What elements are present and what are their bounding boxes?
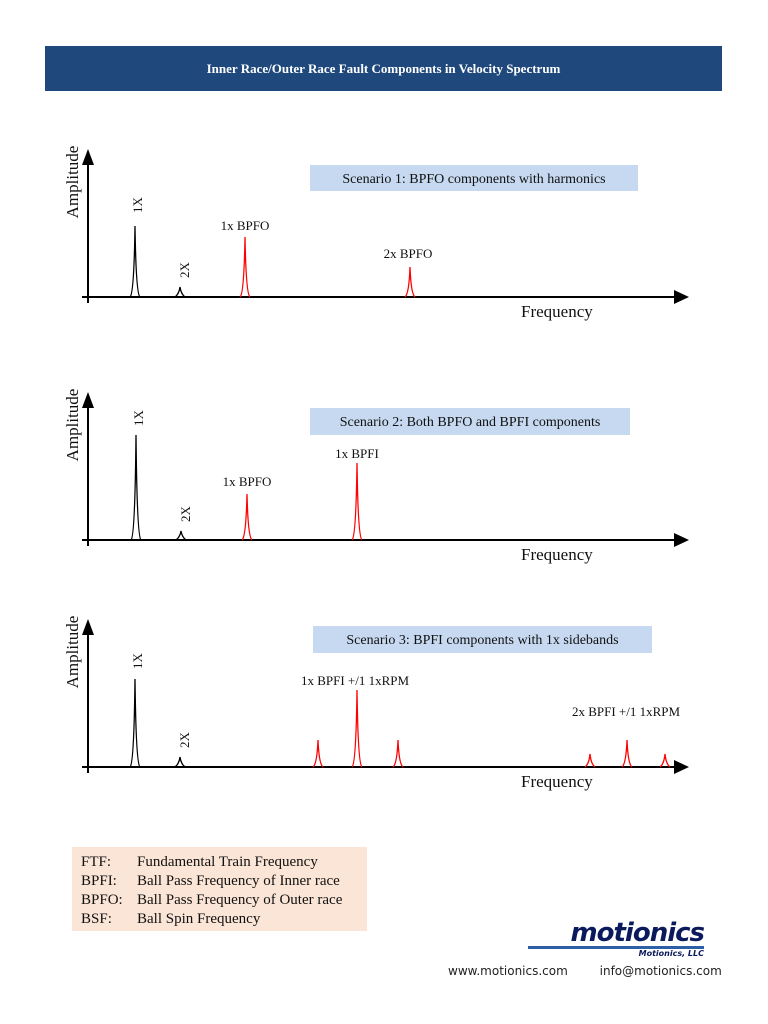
fault-peak: [392, 739, 404, 768]
footer-contacts: www.motionics.com info@motionics.com: [448, 964, 750, 978]
legend-abbr: BSF:: [81, 911, 112, 927]
peak-label: 1x BPFI: [335, 446, 379, 461]
fault-peak: [404, 266, 416, 298]
fault-peak: [659, 753, 671, 768]
legend-abbr: BPFO:: [81, 892, 123, 908]
y-axis-label: Amplitude: [63, 389, 82, 462]
x-axis-arrow: [674, 533, 689, 547]
legend-row: BSF: Ball Spin Frequency: [81, 910, 367, 929]
scenario-box: [310, 408, 630, 435]
motionics-logo: motionics Motionics, LLC: [528, 918, 705, 960]
x-axis-label: Frequency: [521, 772, 593, 791]
fault-peak: [239, 236, 251, 298]
x-axis-arrow: [674, 290, 689, 304]
fault-peak: [584, 753, 596, 768]
legend-row: BPFI: Ball Pass Frequency of Inner race: [81, 872, 367, 891]
shaft-peak: [129, 678, 141, 768]
scenario-title: Scenario 2: Both BPFO and BPFI component…: [340, 415, 601, 430]
peak-label: 2x BPFO: [384, 246, 433, 261]
peak-label: 1x BPFI +/1 1xRPM: [301, 673, 410, 688]
legend-row: FTF: Fundamental Train Frequency: [81, 853, 367, 872]
fault-peak: [351, 462, 363, 541]
scenario-title: Scenario 1: BPFO components with harmoni…: [342, 172, 605, 187]
peak-label: 1X: [130, 652, 145, 669]
page-title: Inner Race/Outer Race Fault Components i…: [45, 46, 722, 91]
logo-underline: [528, 946, 704, 949]
logo-company: Motionics, LLC: [638, 949, 704, 958]
email-link[interactable]: info@motionics.com: [599, 964, 722, 978]
peak-label: 2X: [177, 731, 192, 748]
fault-peak: [621, 739, 633, 768]
peak-label: 1x BPFO: [223, 474, 272, 489]
peak-label: 1x BPFO: [221, 218, 270, 233]
y-axis-arrow: [82, 149, 94, 165]
fault-peak: [312, 739, 324, 768]
scenario-box: [310, 165, 638, 191]
y-axis-arrow: [82, 392, 94, 408]
peak-label: 1X: [130, 196, 145, 213]
scenario-box: [313, 626, 652, 653]
legend-text: Ball Pass Frequency of Outer race: [137, 892, 343, 908]
peak-label: 2x BPFI +/1 1xRPM: [572, 704, 681, 719]
peak-label: 2X: [178, 505, 193, 522]
website-link[interactable]: www.motionics.com: [448, 964, 568, 978]
peak-label: 1X: [131, 409, 146, 426]
abbreviation-legend: FTF: Fundamental Train Frequency BPFI: Bal…: [72, 847, 367, 931]
legend-row: BPFO: Ball Pass Frequency of Outer race: [81, 891, 367, 910]
shaft-peak: [174, 756, 186, 768]
y-axis-label: Amplitude: [63, 616, 82, 689]
y-axis-arrow: [82, 619, 94, 635]
x-axis-label: Frequency: [521, 302, 593, 321]
fault-peak: [241, 493, 253, 541]
legend-abbr: FTF:: [81, 854, 112, 870]
scenario-title: Scenario 3: BPFI components with 1x side…: [346, 633, 618, 648]
shaft-peak: [175, 530, 187, 541]
logo-wordmark: motionics: [570, 918, 705, 948]
shaft-peak: [130, 434, 142, 541]
legend-text: Ball Spin Frequency: [137, 911, 261, 927]
shaft-peak: [174, 286, 186, 298]
fault-peak: [351, 689, 363, 768]
x-axis-arrow: [674, 760, 689, 774]
peak-label: 2X: [177, 261, 192, 278]
legend-text: Fundamental Train Frequency: [137, 854, 318, 870]
legend-abbr: BPFI:: [81, 873, 117, 889]
shaft-peak: [129, 225, 141, 298]
legend-text: Ball Pass Frequency of Inner race: [137, 873, 340, 889]
x-axis-label: Frequency: [521, 545, 593, 564]
y-axis-label: Amplitude: [63, 146, 82, 219]
